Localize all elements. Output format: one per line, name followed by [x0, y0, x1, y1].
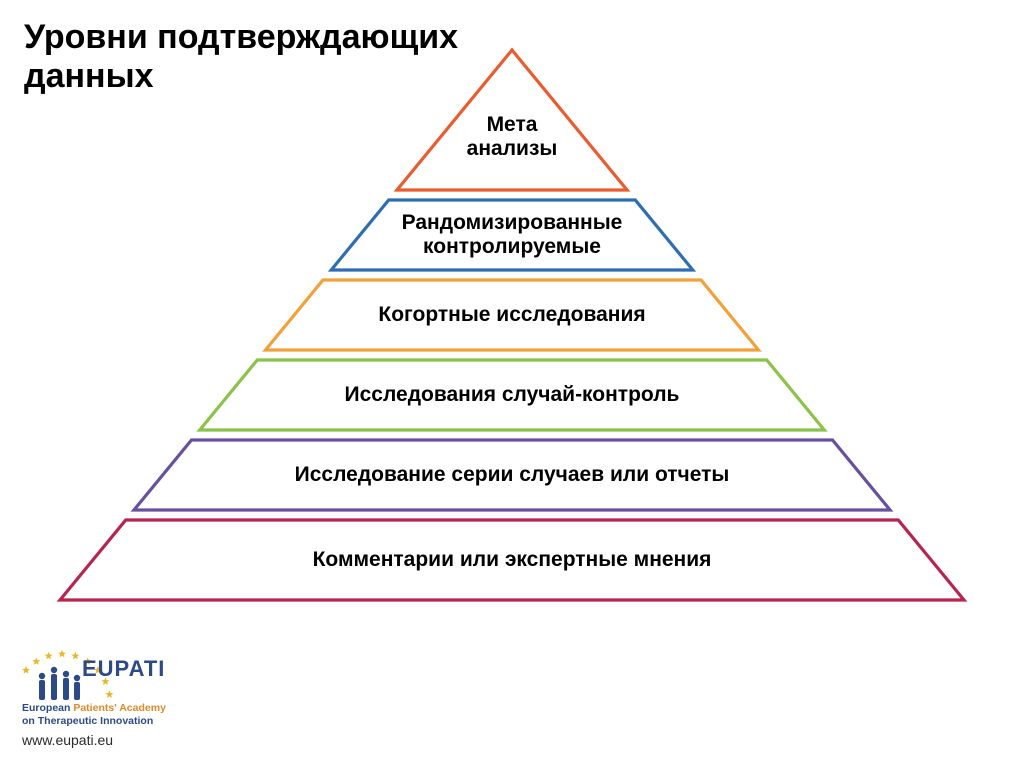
logo-brand-text: EUPATI [82, 656, 165, 682]
logo-star [32, 657, 40, 665]
pyramid-level-6 [60, 520, 964, 600]
logo-url: www.eupati.eu [22, 732, 232, 748]
logo-star [58, 650, 66, 658]
pyramid-level-3 [265, 280, 758, 350]
logo-star [22, 677, 23, 685]
pyramid-level-1 [397, 50, 627, 190]
logo-star [22, 666, 30, 674]
logo-figures [39, 667, 80, 700]
tagline-ti: Therapeutic Innovation [38, 715, 154, 727]
pyramid-level-4 [200, 360, 825, 430]
logo-tagline: European Patients' Academy on Therapeuti… [22, 702, 232, 728]
tagline-on: on [22, 715, 38, 727]
tagline-pa: Patients' Academy [73, 702, 166, 714]
tagline-eu: European [22, 702, 73, 714]
pyramid-level-2 [331, 200, 693, 270]
logo-star [71, 651, 79, 659]
pyramid-level-5 [134, 440, 890, 510]
eupati-logo: EUPATI European Patients' Academy on The… [22, 640, 232, 748]
logo-star [105, 690, 113, 698]
logo-star [45, 651, 53, 659]
